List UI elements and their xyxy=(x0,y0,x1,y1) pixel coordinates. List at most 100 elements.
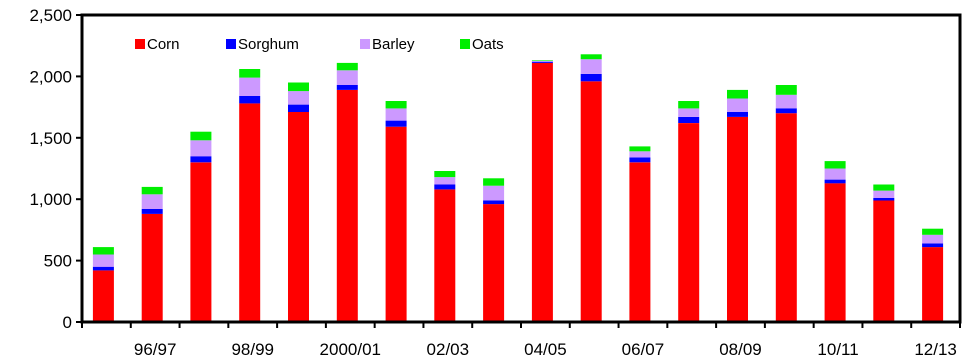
bar-oats-10 xyxy=(580,54,602,60)
bar-sorghum-11 xyxy=(629,157,651,163)
legend-swatch-corn xyxy=(135,39,145,49)
bar-sorghum-0 xyxy=(92,266,114,271)
bar-oats-9 xyxy=(531,60,553,61)
legend-swatch-oats xyxy=(460,39,470,49)
bar-barley-5 xyxy=(336,70,358,85)
bar-sorghum-10 xyxy=(580,73,602,82)
bar-corn-1 xyxy=(141,213,163,322)
bar-sorghum-8 xyxy=(483,200,505,205)
bar-corn-13 xyxy=(727,116,748,323)
bar-oats-6 xyxy=(385,101,407,109)
bar-oats-17 xyxy=(922,228,944,235)
bar-sorghum-5 xyxy=(336,85,358,90)
x-tick-label-9: 04/05 xyxy=(524,340,567,359)
x-tick-label-3: 98/99 xyxy=(231,340,274,359)
bar-sorghum-13 xyxy=(727,112,748,117)
bar-sorghum-7 xyxy=(434,184,456,190)
x-tick-label-7: 02/03 xyxy=(427,340,470,359)
bar-sorghum-4 xyxy=(288,104,309,112)
bar-sorghum-16 xyxy=(873,198,895,201)
x-tick-label-13: 08/09 xyxy=(719,340,762,359)
bar-oats-11 xyxy=(629,146,651,152)
bar-oats-1 xyxy=(141,186,163,195)
bar-sorghum-3 xyxy=(239,96,261,104)
plot-frame xyxy=(80,13,962,324)
legend-swatch-barley xyxy=(360,39,370,49)
bar-corn-12 xyxy=(678,123,700,322)
bar-barley-13 xyxy=(727,98,748,112)
bar-barley-11 xyxy=(629,151,651,158)
x-axis: 96/97 98/99 2000/01 02/03 04/05 06/07 08/09 10/… xyxy=(81,322,961,359)
x-tick-label-15: 10/11 xyxy=(817,340,858,359)
bar-corn-6 xyxy=(385,126,407,322)
x-tick-label-11: 06/07 xyxy=(622,340,665,359)
bar-corn-16 xyxy=(873,200,895,322)
y-tick-label-1: 500 xyxy=(44,252,72,271)
bar-sorghum-2 xyxy=(190,156,212,163)
bar-oats-7 xyxy=(434,171,456,178)
bar-oats-8 xyxy=(483,178,505,186)
bar-barley-2 xyxy=(190,140,212,157)
bar-sorghum-12 xyxy=(678,116,700,123)
legend-label-corn: Corn xyxy=(147,36,180,53)
bar-oats-14 xyxy=(775,85,797,95)
bar-barley-1 xyxy=(141,194,163,209)
y-tick-label-4: 2,000 xyxy=(29,67,72,86)
legend-label-oats: Oats xyxy=(472,36,504,53)
bar-sorghum-6 xyxy=(385,120,407,127)
y-axis: 0 500 1,000 1,500 2,000 2,500 xyxy=(29,6,82,332)
bar-barley-4 xyxy=(288,91,309,105)
bar-barley-12 xyxy=(678,108,700,117)
bar-oats-15 xyxy=(824,161,846,169)
bar-corn-9 xyxy=(531,62,553,323)
bar-oats-2 xyxy=(190,131,212,141)
bar-barley-9 xyxy=(531,61,553,62)
legend-swatch-sorghum xyxy=(226,39,236,49)
bar-barley-8 xyxy=(483,185,505,201)
bar-barley-6 xyxy=(385,108,407,121)
bar-corn-8 xyxy=(483,204,505,322)
bar-area xyxy=(92,54,944,323)
legend-label-barley: Barley xyxy=(372,36,415,53)
legend: Corn Sorghum Barley Oats xyxy=(135,36,504,53)
bar-oats-16 xyxy=(873,184,895,191)
bar-corn-3 xyxy=(239,103,261,323)
x-tick-label-17: 12/13 xyxy=(914,340,957,359)
bar-oats-0 xyxy=(92,247,114,255)
bar-oats-5 xyxy=(336,62,358,71)
bar-corn-5 xyxy=(336,89,358,323)
y-tick-label-3: 1,500 xyxy=(29,129,72,148)
bar-barley-7 xyxy=(434,177,456,185)
bar-barley-16 xyxy=(873,190,895,198)
bar-barley-0 xyxy=(92,254,114,267)
legend-label-sorghum: Sorghum xyxy=(238,36,299,53)
bar-corn-0 xyxy=(92,270,114,322)
y-tick-label-5: 2,500 xyxy=(29,6,72,25)
x-tick-label-5: 2000/01 xyxy=(320,340,381,359)
bar-oats-3 xyxy=(239,69,261,78)
x-tick-label-1: 96/97 xyxy=(134,340,177,359)
bar-sorghum-15 xyxy=(824,179,846,184)
bar-corn-11 xyxy=(629,162,651,322)
bar-barley-3 xyxy=(239,77,261,96)
bar-corn-4 xyxy=(288,112,309,322)
bar-sorghum-9 xyxy=(531,61,553,63)
bar-oats-12 xyxy=(678,101,700,109)
bar-corn-7 xyxy=(434,189,456,322)
bar-barley-17 xyxy=(922,234,944,244)
bar-corn-17 xyxy=(922,247,944,322)
bar-corn-15 xyxy=(824,183,846,322)
bar-corn-14 xyxy=(775,113,797,322)
bar-barley-14 xyxy=(775,94,797,109)
y-tick-label-2: 1,000 xyxy=(29,190,72,209)
bar-sorghum-14 xyxy=(775,108,797,114)
y-tick-label-0: 0 xyxy=(63,313,72,332)
bar-barley-10 xyxy=(580,59,602,74)
bar-oats-13 xyxy=(727,89,748,99)
bar-sorghum-1 xyxy=(141,209,163,214)
bar-oats-4 xyxy=(288,82,309,92)
bar-barley-15 xyxy=(824,168,846,180)
bar-corn-2 xyxy=(190,162,212,322)
bar-corn-10 xyxy=(580,81,602,322)
